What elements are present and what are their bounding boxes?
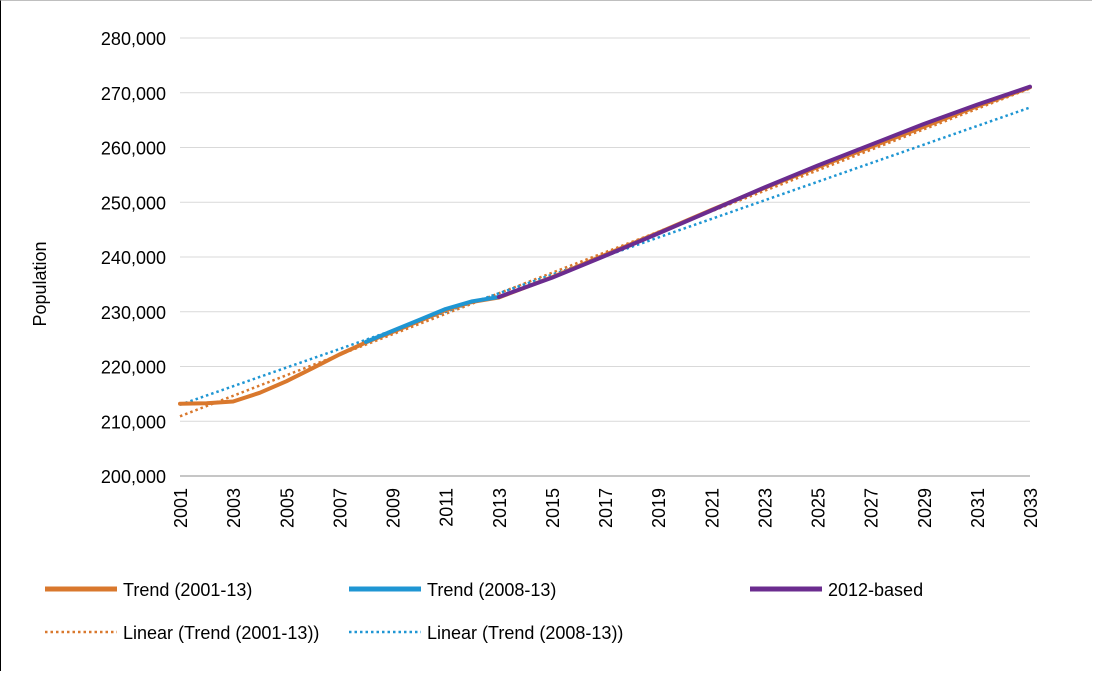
y-tick-label: 240,000 bbox=[101, 248, 166, 268]
y-axis-label: Population bbox=[30, 241, 50, 326]
legend-label: Trend (2008-13) bbox=[427, 580, 556, 600]
x-tick-label: 2001 bbox=[171, 488, 191, 528]
legend-label: Linear (Trend (2001-13)) bbox=[123, 623, 319, 643]
y-tick-label: 230,000 bbox=[101, 303, 166, 323]
y-tick-label: 280,000 bbox=[101, 29, 166, 49]
gridlines bbox=[180, 37, 1030, 422]
x-tick-label: 2003 bbox=[224, 488, 244, 528]
x-tick-label: 2033 bbox=[1021, 488, 1041, 528]
x-tick-label: 2025 bbox=[809, 488, 829, 528]
y-axis: 200,000 210,000 220,000 230,000 240,000 250,0… bbox=[101, 29, 166, 487]
series-line-0 bbox=[178, 85, 1032, 406]
x-tick-label: 2007 bbox=[330, 488, 350, 528]
legend: Trend (2001-13) Trend (2008-13) 2012-based… bbox=[45, 580, 923, 643]
x-tick-label: 2029 bbox=[915, 488, 935, 528]
series-line-1 bbox=[363, 295, 501, 344]
x-tick-label: 2031 bbox=[968, 488, 988, 528]
y-tick-label: 260,000 bbox=[101, 139, 166, 159]
series-line-3 bbox=[179, 87, 1031, 418]
legend-label: 2012-based bbox=[828, 580, 923, 600]
series-lines bbox=[178, 84, 1032, 418]
x-tick-label: 2011 bbox=[437, 488, 457, 527]
series-line-2 bbox=[496, 84, 1032, 299]
x-tick-label: 2005 bbox=[277, 488, 297, 528]
legend-label: Trend (2001-13) bbox=[123, 580, 252, 600]
x-axis: 2001 2003 2005 2007 2009 2011 2013 2015 2017 2019… bbox=[171, 475, 1041, 528]
x-tick-label: 2021 bbox=[702, 488, 722, 528]
x-tick-label: 2019 bbox=[649, 488, 669, 528]
y-tick-label: 210,000 bbox=[101, 412, 166, 432]
x-tick-label: 2009 bbox=[384, 488, 404, 528]
x-tick-label: 2015 bbox=[543, 488, 563, 528]
y-tick-label: 270,000 bbox=[101, 84, 166, 104]
series-line-4 bbox=[179, 106, 1031, 406]
x-tick-label: 2017 bbox=[596, 488, 616, 528]
x-tick-label: 2013 bbox=[490, 488, 510, 528]
y-tick-label: 200,000 bbox=[101, 467, 166, 487]
x-tick-label: 2023 bbox=[755, 488, 775, 528]
x-tick-label: 2027 bbox=[862, 488, 882, 528]
legend-label: Linear (Trend (2008-13)) bbox=[427, 623, 623, 643]
y-tick-label: 250,000 bbox=[101, 193, 166, 213]
y-tick-label: 220,000 bbox=[101, 358, 166, 378]
